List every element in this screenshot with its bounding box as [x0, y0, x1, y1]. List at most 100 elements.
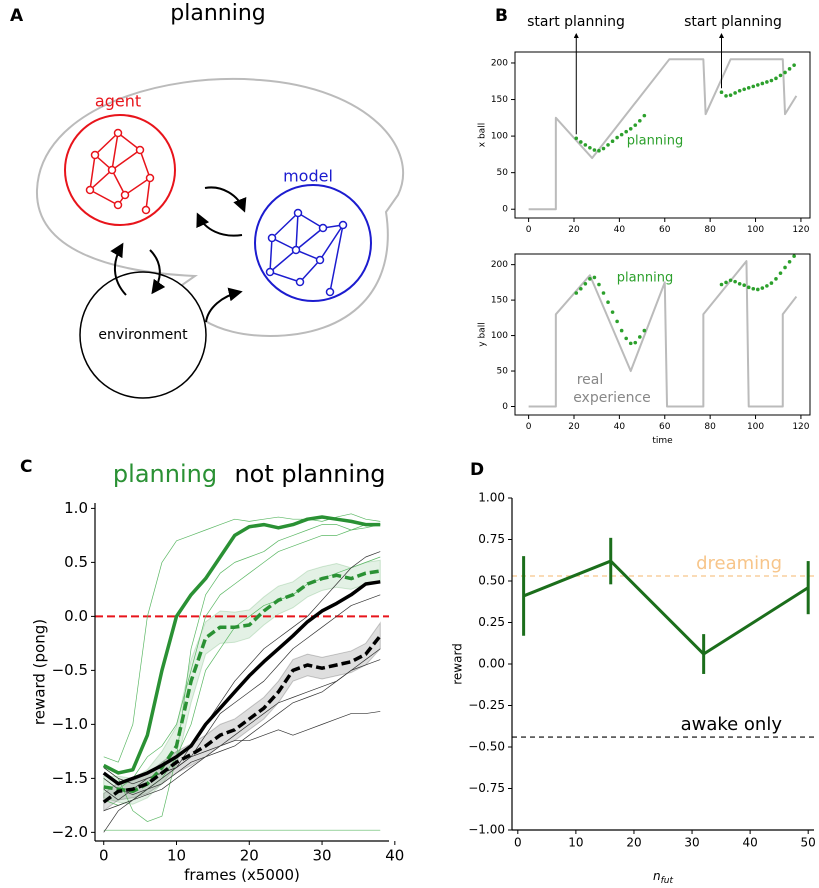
- x-axis-label-main: n: [653, 869, 661, 883]
- planning-dot: [724, 280, 728, 285]
- panel-label: D: [470, 460, 484, 480]
- model-label: model: [283, 167, 333, 186]
- y-tick-label: 50: [497, 367, 509, 377]
- line: [102, 634, 382, 804]
- planning-dot: [619, 328, 624, 333]
- y-tick-label: −0.50: [468, 740, 505, 754]
- planning-dot: [615, 135, 619, 140]
- chart: 0 20 40 60 80 100 120 0 50 100 150 200 y ball time pla…: [478, 253, 811, 446]
- planning-dot: [728, 93, 733, 97]
- planning-dot: [760, 286, 765, 290]
- planning-dot: [756, 287, 760, 292]
- x-tick-label: 20: [568, 225, 580, 235]
- y-tick-label: −1.5: [52, 769, 88, 787]
- axes-frame: [514, 253, 811, 416]
- planning-dot: [628, 126, 633, 131]
- planning-dot: [583, 143, 588, 147]
- x-tick-label: 40: [614, 422, 626, 432]
- y-tick-label: 0.75: [478, 532, 505, 546]
- annotation: real: [577, 372, 604, 388]
- annotation: start planning: [527, 14, 625, 30]
- planning-dot: [642, 328, 647, 333]
- planning-dot: [728, 278, 733, 283]
- planning-dot: [792, 63, 796, 67]
- planning-dot: [601, 291, 606, 295]
- line: [528, 260, 798, 408]
- x-tick-label: 60: [659, 422, 671, 432]
- x-axis-label-main: time: [652, 436, 673, 446]
- x-tick-label: 60: [659, 225, 671, 235]
- planning-dot: [601, 146, 606, 151]
- x-tick-label: 50: [801, 836, 816, 850]
- planning-dot: [624, 336, 628, 341]
- x-tick-label: 40: [742, 836, 757, 850]
- x-tick-label: 0: [99, 847, 109, 865]
- planning-dot: [733, 279, 737, 284]
- y-tick-label: 100: [491, 132, 508, 142]
- x-axis-label: frames (x5000): [184, 866, 300, 884]
- x-tick-label: 20: [568, 422, 580, 432]
- y-tick-label: −0.5: [52, 661, 88, 679]
- annotation: planning: [627, 134, 683, 149]
- planning-dot: [633, 340, 638, 345]
- line: [103, 659, 381, 833]
- line: [103, 594, 381, 812]
- planning-dot: [769, 281, 774, 285]
- panel-label: C: [20, 457, 32, 477]
- y-tick-label: −1.00: [468, 823, 505, 837]
- y-tick-label: 50: [497, 168, 509, 178]
- panel-label: B: [495, 6, 508, 26]
- planning-dot: [588, 145, 592, 150]
- planning-dot: [724, 94, 728, 98]
- planning-dot: [638, 335, 642, 339]
- x-tick-label: 100: [747, 225, 764, 235]
- environment-circle: [79, 271, 207, 399]
- y-tick-label: 200: [491, 260, 508, 270]
- x-tick-label: 0: [514, 836, 522, 850]
- annotation: planning: [617, 271, 673, 286]
- x-tick-label: 20: [626, 836, 641, 850]
- axes-frame: [514, 51, 811, 219]
- line: [103, 524, 381, 790]
- planning-dot: [787, 260, 792, 264]
- y-tick-label: 1.00: [478, 491, 505, 505]
- planning-dot: [638, 118, 642, 123]
- planning-dot: [606, 143, 610, 147]
- agent-label: agent: [95, 92, 141, 111]
- planning-dot: [760, 81, 765, 86]
- y-axis-label: reward (pong): [31, 619, 49, 725]
- planning-dot: [574, 136, 579, 141]
- planning-dot: [633, 123, 638, 127]
- panel-a: A planning agent model environment: [10, 1, 404, 399]
- panel-title: planning: [170, 1, 265, 26]
- planning-dot: [615, 319, 619, 324]
- planning-dot: [579, 286, 583, 291]
- planning-dot: [610, 139, 615, 144]
- planning-dot: [765, 80, 769, 84]
- planning-dot: [583, 281, 588, 286]
- planning-dot: [737, 281, 742, 286]
- line: [103, 524, 381, 822]
- y-axis-label: reward: [451, 643, 465, 685]
- model-network: [265, 208, 348, 297]
- x-tick-label: 10: [568, 836, 583, 850]
- planning-dot: [737, 88, 742, 93]
- y-axis-label: x ball: [478, 123, 488, 147]
- x-axis-label: time: [652, 436, 673, 446]
- chart-title: not planning: [234, 460, 385, 488]
- y-tick-label: 0.25: [478, 615, 505, 629]
- x-tick-label: 30: [684, 836, 699, 850]
- planning-dot: [769, 78, 774, 83]
- chart-title: planning: [113, 460, 217, 488]
- planning-dot: [588, 277, 592, 281]
- y-tick-label: 0.50: [478, 574, 505, 588]
- x-axis-label: nfut: [653, 869, 673, 886]
- brain-outline: [35, 78, 404, 338]
- planning-dot: [624, 129, 628, 134]
- line: [103, 569, 381, 794]
- planning-dot: [746, 86, 751, 90]
- chart: C 0 10 20 30 40 1.0 0.5 0.0 −0.5 −1.0 −1.5 −2.0 rewar…: [20, 457, 404, 884]
- x-tick-label: 30: [313, 847, 332, 865]
